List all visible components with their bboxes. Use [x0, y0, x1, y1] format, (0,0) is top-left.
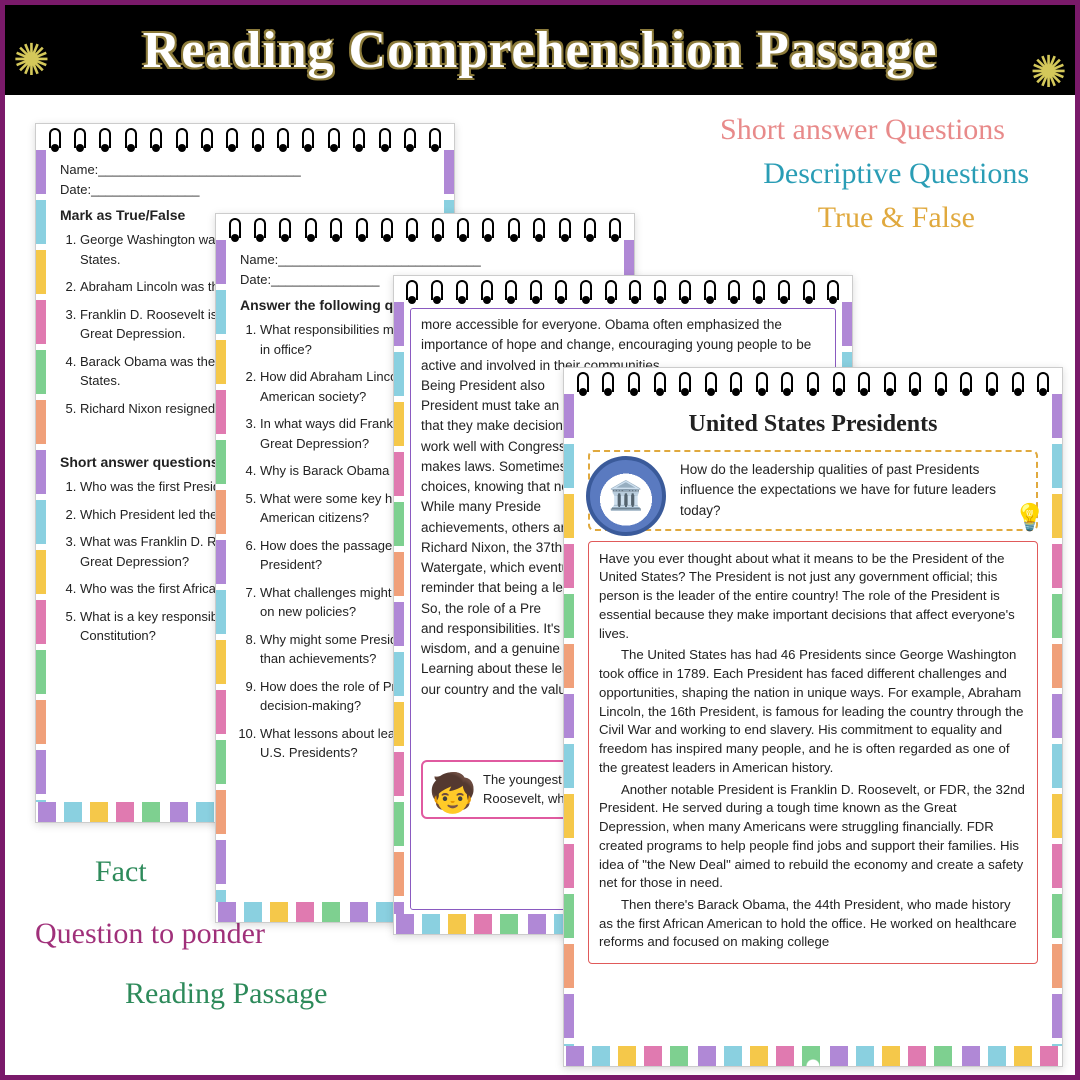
kid-icon: 🧒	[429, 766, 476, 823]
ponder-text: How do the leadership qualities of past …	[680, 462, 996, 518]
firework-icon: ✺	[1030, 47, 1067, 98]
fact-text: The youngest P Roosevelt, who	[483, 772, 574, 807]
passage-body: Have you ever thought about what it mean…	[588, 541, 1038, 964]
page-title: Reading Comprehenshion Passage	[143, 21, 938, 80]
passage-title: United States Presidents	[588, 406, 1038, 442]
label-true-false: True & False	[818, 201, 975, 235]
worksheet-reading-passage: United States Presidents 💡 How do the le…	[563, 367, 1063, 1067]
paragraph: Another notable President is Franklin D.…	[599, 781, 1027, 893]
spiral-binding	[36, 124, 454, 150]
spiral-binding	[216, 214, 634, 240]
label-fact: Fact	[95, 855, 147, 889]
spiral-binding	[564, 368, 1062, 394]
label-reading-passage: Reading Passage	[125, 977, 327, 1011]
paragraph: Then there's Barack Obama, the 44th Pres…	[599, 896, 1027, 952]
label-descriptive: Descriptive Questions	[763, 157, 1029, 191]
ponder-box: 💡 How do the leadership qualities of pas…	[588, 450, 1038, 531]
whitehouse-seal-icon	[586, 456, 666, 536]
header-bar: ✺ Reading Comprehenshion Passage ✺	[5, 5, 1075, 95]
paragraph: The United States has had 46 Presidents …	[599, 646, 1027, 777]
date-field-label: Date:_______________	[60, 182, 200, 197]
spiral-binding	[394, 276, 852, 302]
date-field-label: Date:_______________	[240, 272, 380, 287]
content-area: Short answer Questions Descriptive Quest…	[5, 95, 1075, 1075]
label-short-answer: Short answer Questions	[720, 113, 1005, 147]
paragraph: Have you ever thought about what it mean…	[599, 550, 1027, 644]
lightbulb-icon: 💡	[1014, 498, 1046, 537]
name-field-label: Name:____________________________	[240, 252, 481, 267]
firework-icon: ✺	[13, 35, 50, 86]
name-field-label: Name:____________________________	[60, 162, 301, 177]
